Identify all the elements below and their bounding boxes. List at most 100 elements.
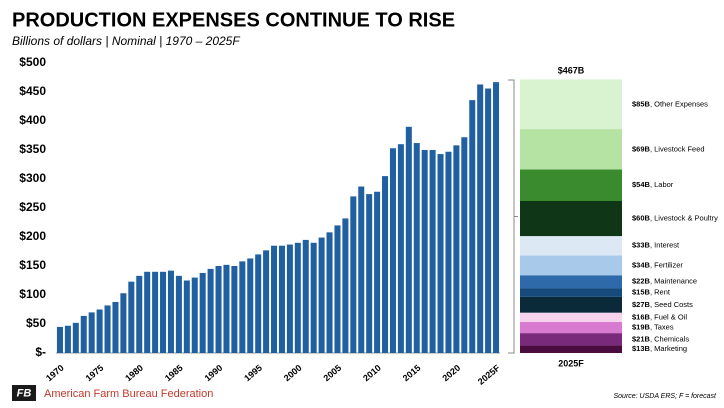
- x-tick-label: 2020: [440, 363, 462, 384]
- legend-entry: Fertilizer: [654, 260, 683, 269]
- bar: [477, 84, 484, 354]
- stack-segment: [520, 236, 622, 256]
- legend-entry: Maintenance: [654, 277, 697, 286]
- x-tick-label: 1970: [44, 363, 66, 384]
- bar: [104, 305, 111, 353]
- bar: [88, 312, 95, 353]
- stack-segment: [520, 169, 622, 202]
- y-tick-label: $350: [19, 142, 46, 156]
- x-tick-label: 2025F: [558, 358, 584, 368]
- value-label: $34B: [632, 260, 651, 269]
- chart-subtitle: Billions of dollars | Nominal | 1970 – 2…: [12, 34, 240, 48]
- y-tick-label: $150: [19, 258, 46, 272]
- bar: [183, 280, 190, 353]
- x-tick-label: 1985: [163, 363, 185, 384]
- bar: [215, 266, 222, 353]
- bar: [294, 242, 301, 353]
- bracket: [508, 79, 518, 354]
- bar: [247, 258, 254, 353]
- bar: [437, 154, 444, 353]
- bar: [485, 88, 492, 354]
- separator: ,: [650, 214, 654, 223]
- chart-title: PRODUCTION EXPENSES CONTINUE TO RISE: [12, 9, 455, 31]
- bar: [374, 191, 381, 353]
- segment-label: $13B, Marketing: [632, 344, 687, 353]
- segment-label: $54B, Labor: [632, 180, 674, 189]
- separator: ,: [650, 300, 654, 309]
- svg-text:FB: FB: [17, 387, 32, 399]
- segment-label: $27B, Seed Costs: [632, 300, 693, 309]
- bar: [175, 275, 182, 353]
- value-label: $15B: [632, 287, 651, 296]
- stack-segment: [520, 129, 622, 170]
- x-tick-label: 2005: [322, 363, 344, 384]
- bar: [223, 264, 230, 353]
- y-tick-label: $300: [19, 171, 46, 185]
- y-tick-label: $450: [19, 84, 46, 98]
- bar: [453, 145, 460, 353]
- x-tick-label: 1980: [123, 363, 145, 384]
- bar: [326, 232, 333, 353]
- bar: [167, 270, 174, 353]
- stack-segment: [520, 79, 622, 130]
- y-tick-label: $500: [19, 55, 46, 69]
- bar: [334, 225, 341, 353]
- x-tick-label: 1975: [84, 363, 106, 384]
- separator: ,: [650, 334, 654, 343]
- bar: [318, 237, 325, 353]
- total-label: $467B: [558, 65, 585, 75]
- legend-entry: Chemicals: [654, 334, 689, 343]
- legend-entry: Rent: [654, 287, 671, 296]
- legend-entry: Taxes: [654, 323, 674, 332]
- separator: ,: [650, 344, 654, 353]
- bar: [128, 281, 135, 353]
- bar: [64, 325, 71, 353]
- source-note: Source: USDA ERS; F = forecast: [613, 393, 717, 400]
- value-label: $69B: [632, 144, 651, 153]
- stack-segment: [520, 345, 622, 353]
- bar: [136, 275, 143, 353]
- separator: ,: [650, 241, 654, 250]
- bar: [96, 309, 103, 353]
- x-tick-label: 2010: [361, 363, 383, 384]
- separator: ,: [650, 260, 654, 269]
- stack-segment: [520, 333, 622, 346]
- value-label: $16B: [632, 312, 651, 321]
- stack-segment: [520, 201, 622, 237]
- legend-entry: Marketing: [654, 344, 687, 353]
- bar: [350, 196, 357, 353]
- segment-label: $34B, Fertilizer: [632, 260, 683, 269]
- separator: ,: [650, 277, 654, 286]
- value-label: $27B: [632, 300, 651, 309]
- x-tick-label: 2025F: [476, 362, 502, 386]
- logo: FB: [12, 385, 36, 401]
- bar: [199, 272, 206, 353]
- bar: [469, 100, 476, 354]
- segment-label: $22B, Maintenance: [632, 277, 697, 286]
- bar: [278, 245, 285, 353]
- value-label: $13B: [632, 344, 651, 353]
- stack-segment: [520, 275, 622, 289]
- separator: ,: [650, 180, 654, 189]
- bar: [80, 315, 87, 353]
- bar: [310, 242, 317, 353]
- y-tick-label: $100: [19, 287, 46, 301]
- bar: [382, 176, 389, 353]
- legend-entry: Fuel & Oil: [654, 312, 687, 321]
- separator: ,: [650, 323, 654, 332]
- legend-entry: Other Expenses: [654, 99, 708, 108]
- x-tick-label: 2000: [282, 363, 304, 384]
- value-label: $54B: [632, 180, 651, 189]
- organization: American Farm Bureau Federation: [44, 388, 213, 400]
- bar: [493, 82, 500, 353]
- value-label: $22B: [632, 277, 651, 286]
- x-tick-label: 1990: [203, 363, 225, 384]
- value-label: $19B: [632, 323, 651, 332]
- bar: [445, 151, 452, 353]
- legend-entry: Interest: [654, 241, 680, 250]
- bar: [231, 266, 238, 353]
- bar: [56, 326, 63, 353]
- segment-label: $60B, Livestock & Poultry: [632, 214, 718, 223]
- y-tick-label: $200: [19, 229, 46, 243]
- bar: [461, 137, 468, 353]
